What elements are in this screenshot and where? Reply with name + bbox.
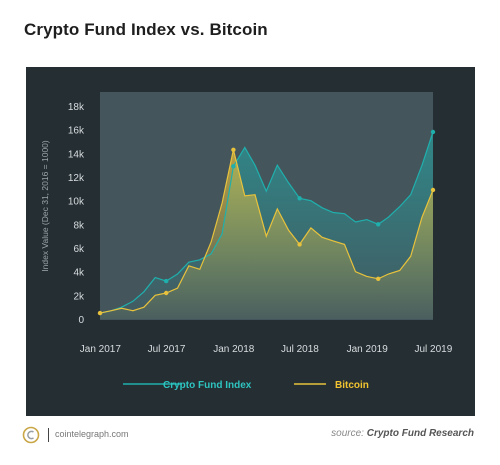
btc-point: [376, 276, 381, 281]
y-tick-label: 8k: [73, 220, 85, 231]
y-tick-label: 16k: [68, 126, 85, 137]
x-tick-label: Jul 2017: [148, 344, 186, 355]
series-layer: [97, 129, 436, 319]
site-link[interactable]: cointelegraph.com: [55, 429, 129, 439]
fund-point: [231, 164, 236, 169]
y-tick-label: 12k: [68, 173, 85, 184]
y-tick-label: 4k: [73, 268, 85, 279]
btc-point: [231, 147, 236, 152]
legend-label-btc: Bitcoin: [335, 380, 369, 391]
x-tick-label: Jan 2017: [80, 344, 122, 355]
x-tick-label: Jul 2019: [414, 344, 452, 355]
x-axis: Jan 2017 Jul 2017 Jan 2018 Jul 2018 Jan 2019…: [80, 344, 453, 355]
cointelegraph-logo-icon: [22, 426, 40, 444]
y-tick-label: 10k: [68, 197, 85, 208]
y-tick-label: 2k: [73, 291, 85, 302]
y-tick-label: 18k: [68, 102, 85, 113]
btc-point: [97, 310, 103, 316]
fund-point: [297, 196, 302, 201]
source-prefix: source:: [331, 428, 364, 439]
y-tick-label: 6k: [73, 244, 85, 255]
x-tick-label: Jan 2019: [347, 344, 389, 355]
x-tick-label: Jul 2018: [281, 344, 319, 355]
source-name: Crypto Fund Research: [366, 428, 474, 439]
chart-svg: 0 2k 4k 6k 8k 10k 12k 14k 16k 18k Jan 2017 Jul 201…: [40, 92, 453, 391]
source-credit: source: Crypto Fund Research: [331, 428, 474, 439]
btc-point: [430, 187, 436, 193]
legend-label-fund: Crypto Fund Index: [163, 380, 252, 391]
btc-area: [100, 149, 433, 319]
fund-point: [164, 278, 169, 284]
x-tick-label: Jan 2018: [213, 344, 255, 355]
btc-point: [297, 242, 302, 247]
y-tick-label: 0: [78, 315, 84, 326]
footer: cointelegraph.com source: Crypto Fund Re…: [0, 420, 500, 465]
y-axis: 0 2k 4k 6k 8k 10k 12k 14k 16k 18k: [68, 102, 85, 326]
chart-panel: 0 2k 4k 6k 8k 10k 12k 14k 16k 18k Jan 2017 Jul 201…: [26, 67, 475, 416]
fund-point: [376, 222, 381, 227]
btc-point: [164, 290, 169, 296]
y-tick-label: 14k: [68, 149, 85, 160]
y-axis-label: Index Value (Dec 31, 2016 = 1000): [40, 140, 50, 272]
legend: Crypto Fund Index Bitcoin: [123, 380, 369, 391]
footer-divider: [48, 428, 49, 442]
chart-title: Crypto Fund Index vs. Bitcoin: [24, 20, 268, 39]
fund-point: [430, 129, 436, 135]
